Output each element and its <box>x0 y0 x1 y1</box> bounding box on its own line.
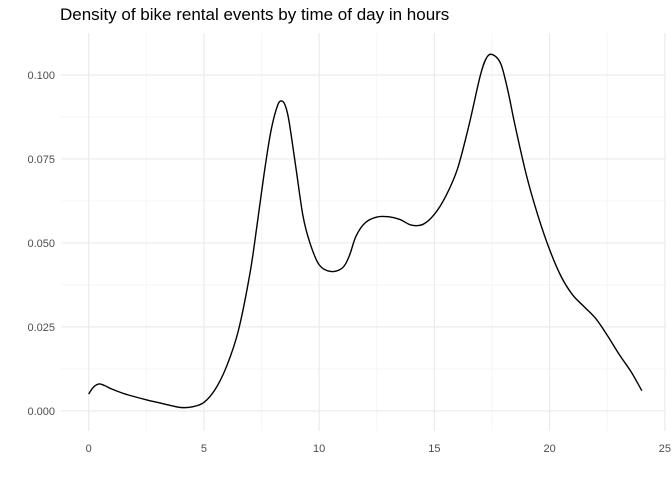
y-tick-label: 0.025 <box>27 322 55 334</box>
y-tick-label: 0.050 <box>27 238 55 250</box>
x-tick-label: 10 <box>313 443 325 455</box>
x-tick-label: 25 <box>659 443 671 455</box>
chart-title: Density of bike rental events by time of… <box>60 5 450 24</box>
y-tick-label: 0.075 <box>27 154 55 166</box>
y-tick-label: 0.000 <box>27 406 55 418</box>
x-tick-label: 20 <box>543 443 555 455</box>
x-tick-label: 5 <box>201 443 207 455</box>
y-tick-label: 0.100 <box>27 70 55 82</box>
x-tick-label: 15 <box>428 443 440 455</box>
density-curve <box>88 53 643 409</box>
x-tick-label: 0 <box>86 443 92 455</box>
